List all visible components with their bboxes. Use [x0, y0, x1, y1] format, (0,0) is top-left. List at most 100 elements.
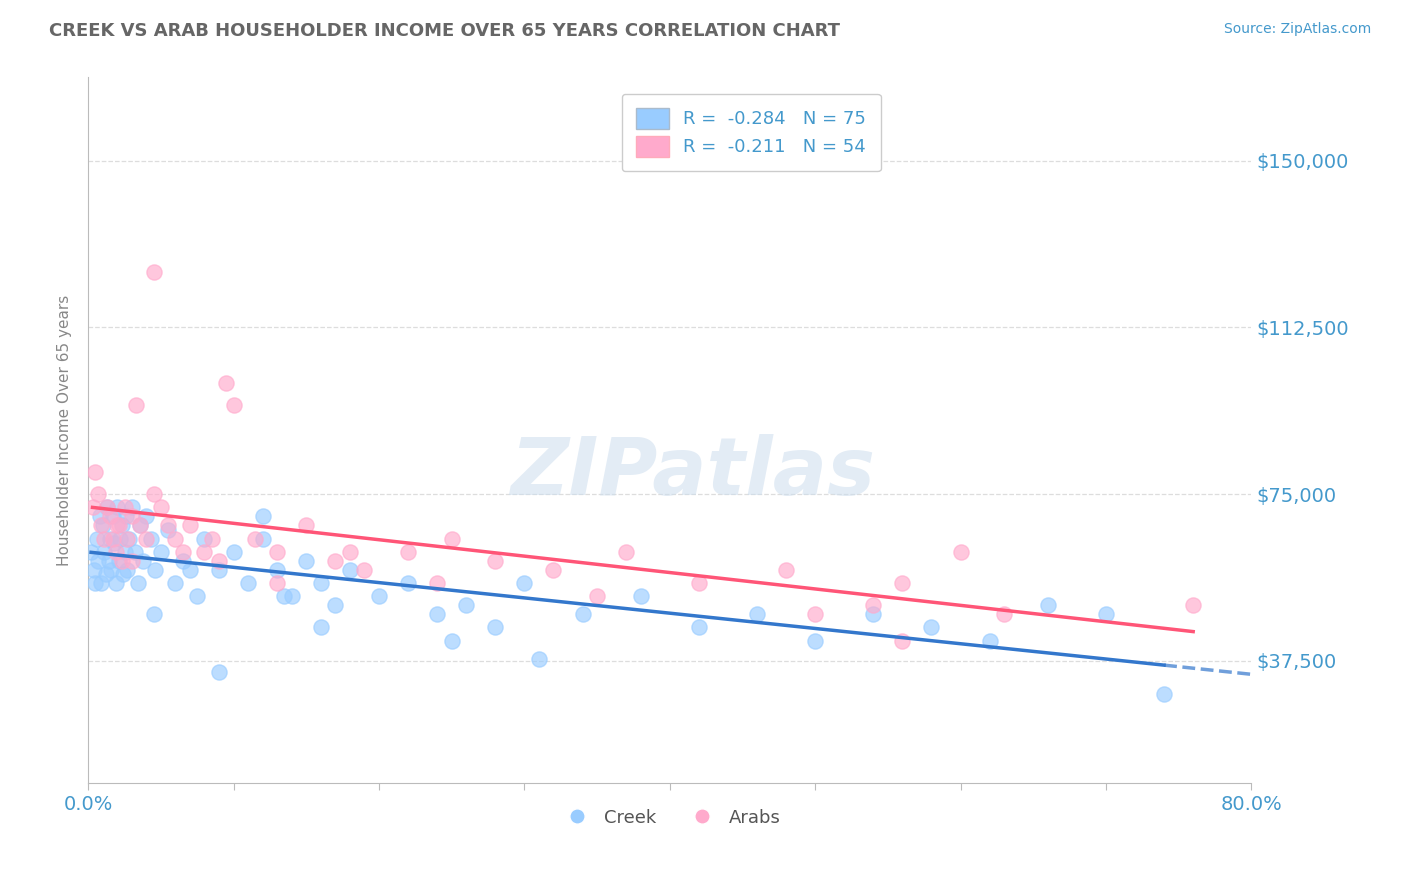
Point — [139, 532, 162, 546]
Point — [396, 545, 419, 559]
Point — [112, 567, 135, 582]
Point — [129, 518, 152, 533]
Point — [295, 554, 318, 568]
Y-axis label: Householder Income Over 65 years: Householder Income Over 65 years — [58, 294, 72, 566]
Point — [132, 554, 155, 568]
Point — [84, 465, 107, 479]
Point — [323, 599, 346, 613]
Point — [484, 554, 506, 568]
Point — [804, 607, 827, 622]
Point — [90, 576, 112, 591]
Point — [91, 518, 114, 533]
Point — [117, 563, 139, 577]
Point — [586, 590, 609, 604]
Point — [90, 518, 112, 533]
Point — [208, 554, 231, 568]
Point — [208, 665, 231, 679]
Point — [630, 590, 652, 604]
Point — [110, 554, 132, 568]
Point — [245, 532, 267, 546]
Point — [323, 554, 346, 568]
Point — [105, 500, 128, 515]
Point — [266, 563, 288, 577]
Point — [993, 607, 1015, 622]
Point — [94, 567, 117, 582]
Point — [280, 590, 302, 604]
Point — [266, 545, 288, 559]
Point — [101, 532, 124, 546]
Point — [1153, 687, 1175, 701]
Text: CREEK VS ARAB HOUSEHOLDER INCOME OVER 65 YEARS CORRELATION CHART: CREEK VS ARAB HOUSEHOLDER INCOME OVER 65… — [49, 22, 841, 40]
Point — [172, 554, 194, 568]
Point — [86, 532, 108, 546]
Point — [104, 545, 127, 559]
Point — [165, 576, 187, 591]
Point — [135, 532, 157, 546]
Point — [891, 576, 914, 591]
Point — [236, 576, 259, 591]
Point — [201, 532, 224, 546]
Point — [688, 576, 710, 591]
Legend: Creek, Arabs: Creek, Arabs — [551, 802, 787, 834]
Point — [125, 398, 148, 412]
Point — [98, 509, 121, 524]
Point — [222, 398, 245, 412]
Point — [949, 545, 972, 559]
Point — [97, 554, 120, 568]
Point — [107, 518, 129, 533]
Point — [149, 500, 172, 515]
Point — [252, 532, 274, 546]
Point — [309, 576, 332, 591]
Point — [252, 509, 274, 524]
Point — [527, 651, 550, 665]
Point — [121, 554, 143, 568]
Point — [193, 545, 215, 559]
Point — [186, 590, 208, 604]
Point — [104, 576, 127, 591]
Point — [775, 563, 797, 577]
Point — [129, 518, 152, 533]
Point — [107, 554, 129, 568]
Point — [157, 523, 180, 537]
Point — [426, 576, 449, 591]
Point — [105, 518, 128, 533]
Point — [157, 518, 180, 533]
Point — [98, 532, 121, 546]
Point — [127, 576, 149, 591]
Point — [110, 518, 132, 533]
Point — [149, 545, 172, 559]
Point — [273, 590, 295, 604]
Point — [87, 487, 110, 501]
Point — [82, 500, 104, 515]
Point — [101, 509, 124, 524]
Point — [83, 563, 105, 577]
Point — [353, 563, 375, 577]
Point — [100, 563, 122, 577]
Point — [193, 532, 215, 546]
Point — [513, 576, 536, 591]
Point — [96, 500, 118, 515]
Point — [96, 500, 118, 515]
Point — [396, 576, 419, 591]
Point — [862, 599, 884, 613]
Point — [179, 563, 201, 577]
Point — [118, 532, 141, 546]
Point — [93, 545, 115, 559]
Text: Source: ZipAtlas.com: Source: ZipAtlas.com — [1223, 22, 1371, 37]
Point — [688, 620, 710, 634]
Point — [614, 545, 637, 559]
Point — [93, 532, 115, 546]
Point — [117, 532, 139, 546]
Point — [208, 563, 231, 577]
Point — [891, 633, 914, 648]
Point — [368, 590, 391, 604]
Point — [172, 545, 194, 559]
Point — [339, 563, 361, 577]
Point — [1036, 599, 1059, 613]
Point — [142, 265, 165, 279]
Point — [745, 607, 768, 622]
Point — [862, 607, 884, 622]
Point — [124, 545, 146, 559]
Point — [142, 487, 165, 501]
Point — [84, 576, 107, 591]
